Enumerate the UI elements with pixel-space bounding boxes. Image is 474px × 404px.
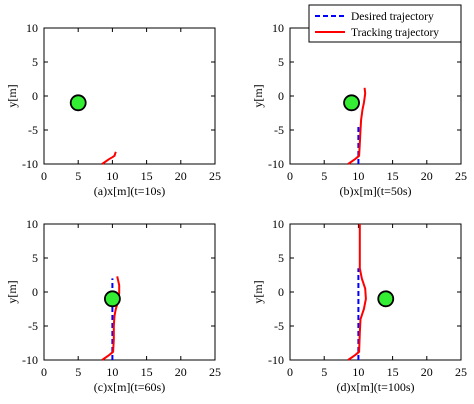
x-tick-label: 15 xyxy=(141,365,153,379)
x-tick-label: 5 xyxy=(75,365,81,379)
y-axis-label: y[m] xyxy=(5,84,19,107)
y-tick-label: 10 xyxy=(26,21,38,35)
y-tick-label: -10 xyxy=(268,353,284,367)
x-axis-label: (b)x[m](t=50s) xyxy=(339,184,411,198)
x-tick-label: 5 xyxy=(321,365,327,379)
x-tick-label: 5 xyxy=(75,169,81,183)
y-tick-label: -5 xyxy=(274,319,284,333)
x-axis-label: (d)x[m](t=100s) xyxy=(336,380,414,394)
x-tick-label: 25 xyxy=(209,365,221,379)
x-tick-label: 20 xyxy=(421,169,433,183)
x-tick-label: 5 xyxy=(321,169,327,183)
y-tick-label: -10 xyxy=(268,157,284,171)
y-tick-label: 5 xyxy=(32,251,38,265)
plot-area-frame xyxy=(43,27,216,165)
x-tick-label: 10 xyxy=(106,169,118,183)
x-tick-label: 20 xyxy=(421,365,433,379)
y-tick-label: 5 xyxy=(278,251,284,265)
y-tick-label: 10 xyxy=(26,217,38,231)
obstacle-marker xyxy=(377,290,395,308)
y-axis-label: y[m] xyxy=(5,280,19,303)
tracking-trajectory-line xyxy=(347,87,367,165)
y-tick-label: -5 xyxy=(28,123,38,137)
x-tick-label: 10 xyxy=(352,365,364,379)
x-axis-label: (a)x[m](t=10s) xyxy=(94,184,165,198)
tracking-trajectory-line xyxy=(347,224,367,361)
x-tick-label: 20 xyxy=(175,169,187,183)
x-tick-label: 25 xyxy=(209,169,221,183)
obstacle-marker xyxy=(104,290,121,308)
plot-area-frame xyxy=(289,27,462,165)
subplot-2: 0 5 10 15 20 25-10-50510(b)x[m](t=50s)y[m]Des… xyxy=(251,4,467,198)
x-tick-label: 15 xyxy=(387,169,399,183)
obstacle-marker xyxy=(69,94,87,112)
x-tick-label: 0 xyxy=(41,169,47,183)
legend-box xyxy=(308,4,462,43)
x-tick-label: 10 xyxy=(106,365,118,379)
x-tick-label: 0 xyxy=(287,169,293,183)
plot-area-frame xyxy=(43,223,216,361)
x-tick-label: 25 xyxy=(455,365,467,379)
tracking-trajectory-line xyxy=(101,151,117,165)
plot-area-frame xyxy=(289,223,462,361)
y-tick-label: 10 xyxy=(272,217,284,231)
x-tick-label: 25 xyxy=(455,169,467,183)
y-tick-label: 0 xyxy=(32,89,38,103)
obstacle-marker xyxy=(343,94,360,112)
x-tick-label: 20 xyxy=(175,365,187,379)
y-tick-label: 0 xyxy=(32,285,38,299)
legend-label-desired: Desired trajectory xyxy=(351,11,434,23)
y-tick-label: -5 xyxy=(274,123,284,137)
y-axis-label: y[m] xyxy=(251,280,265,303)
x-tick-label: 15 xyxy=(387,365,399,379)
x-tick-label: 15 xyxy=(141,169,153,183)
x-tick-label: 0 xyxy=(41,365,47,379)
y-tick-label: 10 xyxy=(272,21,284,35)
y-tick-label: 5 xyxy=(278,55,284,69)
y-tick-label: -10 xyxy=(22,353,38,367)
y-tick-label: -10 xyxy=(22,157,38,171)
y-tick-label: 0 xyxy=(278,89,284,103)
x-tick-label: 10 xyxy=(352,169,364,183)
x-axis-label: (c)x[m](t=60s) xyxy=(94,380,165,394)
y-axis-label: y[m] xyxy=(251,84,265,107)
y-tick-label: -5 xyxy=(28,319,38,333)
tracking-trajectory-line xyxy=(101,276,121,361)
y-tick-label: 5 xyxy=(32,55,38,69)
legend-label-tracking: Tracking trajectory xyxy=(351,27,439,39)
legend: Desired trajectory Tracking trajectory xyxy=(308,4,462,43)
y-tick-label: 0 xyxy=(278,285,284,299)
x-tick-label: 0 xyxy=(287,365,293,379)
